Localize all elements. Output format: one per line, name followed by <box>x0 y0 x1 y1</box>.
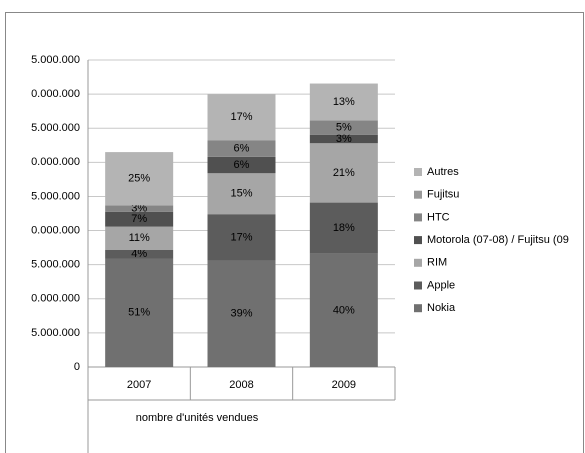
legend-swatch <box>414 236 422 245</box>
data-label: 7% <box>131 213 147 225</box>
bar-segment <box>309 83 378 121</box>
y-tick-label: 5.000.000 <box>31 54 80 66</box>
chart-frame <box>5 12 584 453</box>
data-label: 3% <box>131 202 147 214</box>
bar-segment <box>207 260 276 367</box>
x-tick-label: 2008 <box>229 379 253 391</box>
legend-swatch <box>414 168 422 176</box>
legend-swatch <box>414 281 422 290</box>
data-label: 51% <box>128 307 150 319</box>
bar-segment <box>105 205 174 212</box>
x-tick-label: 2009 <box>332 379 356 391</box>
bar-segment <box>207 214 276 261</box>
data-label: 39% <box>230 308 252 320</box>
bar-segment <box>309 120 378 135</box>
bar-segment <box>207 140 276 157</box>
legend-label: Autres <box>427 166 459 178</box>
data-label: 6% <box>234 159 250 171</box>
data-label: 5% <box>336 121 352 133</box>
bar-segment <box>105 226 174 250</box>
bar-segment <box>309 253 378 367</box>
bar-segment <box>309 134 378 144</box>
bar-segment <box>309 143 378 203</box>
legend-label: HTC <box>427 211 450 223</box>
data-label: 17% <box>230 231 252 243</box>
legend-swatch <box>414 213 422 222</box>
legend-swatch <box>414 304 422 313</box>
legend-label: RIM <box>427 257 447 269</box>
bar-segment <box>105 211 174 227</box>
legend-label: Nokia <box>427 302 456 314</box>
data-label: 15% <box>230 188 252 200</box>
legend-label: Fujitsu <box>427 189 459 201</box>
legend-label: Apple <box>427 279 455 291</box>
y-tick-label: 5.000.000 <box>31 327 80 339</box>
data-label: 40% <box>333 304 355 316</box>
bar-segment <box>105 258 174 367</box>
data-label: 25% <box>128 173 150 185</box>
data-label: 3% <box>336 133 352 145</box>
y-tick-label: 5.000.000 <box>31 190 80 202</box>
data-label: 4% <box>131 248 147 260</box>
data-label: 18% <box>333 222 355 234</box>
y-tick-label: 5.000.000 <box>31 259 80 271</box>
bar-segment <box>105 152 174 206</box>
y-tick-label: 5.000.000 <box>31 122 80 134</box>
y-tick-label: 0.000.000 <box>31 224 80 236</box>
legend-swatch <box>414 258 422 267</box>
bar-segment <box>207 156 276 174</box>
data-label: 13% <box>333 96 355 108</box>
y-tick-label: 0.000.000 <box>31 88 80 100</box>
data-label: 21% <box>333 167 355 179</box>
y-tick-label: 0.000.000 <box>31 156 80 168</box>
y-tick-label: 0.000.000 <box>31 293 80 305</box>
data-label: 17% <box>230 111 252 123</box>
bar-segment <box>105 249 174 259</box>
legend-label: Motorola (07-08) / Fujitsu (09 <box>427 234 569 246</box>
x-tick-label: 2007 <box>127 379 151 391</box>
legend-swatch <box>414 190 422 199</box>
bar-segment <box>207 173 276 215</box>
bar-segment <box>309 202 378 254</box>
y-tick-label: 0 <box>74 361 80 373</box>
data-label: 11% <box>129 232 150 244</box>
x-axis-label: nombre d'unités vendues <box>136 412 259 424</box>
bar-segment <box>207 94 276 141</box>
data-label: 6% <box>234 143 250 155</box>
